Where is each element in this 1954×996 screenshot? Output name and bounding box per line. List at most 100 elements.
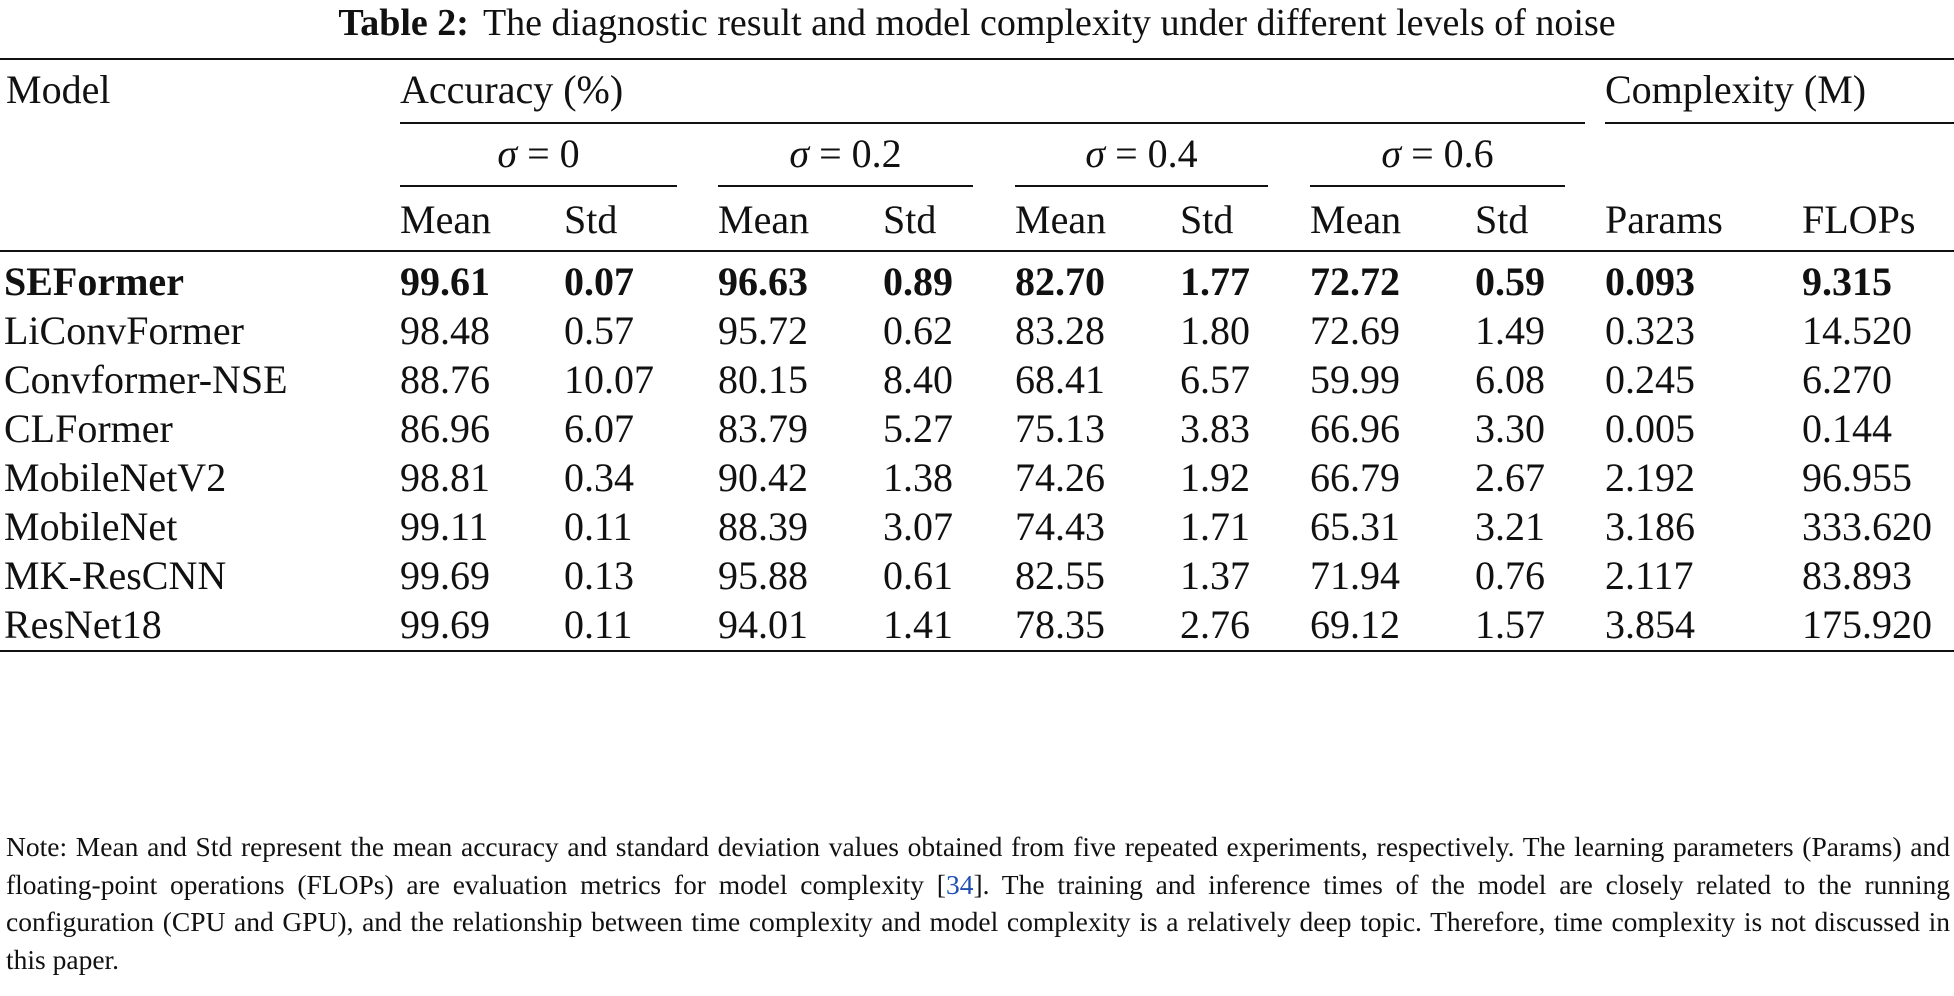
row-4-acc1-mean: 90.42 (718, 455, 808, 500)
header-mean-1: Mean (718, 197, 810, 242)
row-5-acc1-std: 3.07 (883, 504, 953, 549)
row-5-acc3-mean: 65.31 (1310, 504, 1400, 549)
header-std-2: Std (1180, 197, 1234, 242)
row-4-acc0-mean: 98.81 (400, 455, 490, 500)
row-2-acc0-mean: 88.76 (400, 357, 490, 402)
reference-link[interactable]: 34 (945, 868, 974, 900)
row-4-model: MobileNetV2 (4, 455, 227, 500)
sigma-symbol: σ (1085, 131, 1106, 176)
sigma-rule-2 (1015, 185, 1268, 187)
row-3-acc1-mean: 83.79 (718, 406, 808, 451)
row-7-flops: 175.920 (1802, 602, 1932, 647)
header-mean-3: Mean (1310, 197, 1402, 242)
row-0-acc0-std: 0.07 (564, 259, 634, 304)
row-1-acc1-mean: 95.72 (718, 308, 808, 353)
row-6-flops: 83.893 (1802, 553, 1912, 598)
header-std-3: Std (1475, 197, 1529, 242)
row-7-acc1-mean: 94.01 (718, 602, 808, 647)
row-1-acc2-mean: 83.28 (1015, 308, 1105, 353)
row-0-acc3-mean: 72.72 (1310, 259, 1400, 304)
row-3-acc1-std: 5.27 (883, 406, 953, 451)
row-2-acc3-std: 6.08 (1475, 357, 1545, 402)
row-0-acc1-mean: 96.63 (718, 259, 808, 304)
row-3-acc2-std: 3.83 (1180, 406, 1250, 451)
row-0-acc0-mean: 99.61 (400, 259, 490, 304)
note-text-end: ]. The training and inference times of t… (6, 868, 1950, 975)
header-params: Params (1605, 197, 1723, 242)
accuracy-rule (400, 122, 1585, 124)
row-2-acc1-std: 8.40 (883, 357, 953, 402)
row-0-acc3-std: 0.59 (1475, 259, 1545, 304)
row-7-acc3-mean: 69.12 (1310, 602, 1400, 647)
sigma-value: = 0 (527, 131, 580, 176)
header-std-0: Std (564, 197, 618, 242)
header-model: Model (6, 67, 111, 112)
row-4-acc2-mean: 74.26 (1015, 455, 1105, 500)
header-mean-0: Mean (400, 197, 492, 242)
sigma-symbol: σ (497, 131, 518, 176)
row-2-params: 0.245 (1605, 357, 1695, 402)
row-2-acc3-mean: 59.99 (1310, 357, 1400, 402)
row-7-acc0-std: 0.11 (564, 602, 633, 647)
row-3-acc0-mean: 86.96 (400, 406, 490, 451)
row-5-acc0-mean: 99.11 (400, 504, 489, 549)
header-sigma-1: σ = 0.2 (718, 130, 973, 178)
row-5-acc1-mean: 88.39 (718, 504, 808, 549)
row-5-acc0-std: 0.11 (564, 504, 633, 549)
table-note: Note: Mean and Std represent the mean ac… (6, 828, 1950, 978)
row-0-acc2-mean: 82.70 (1015, 259, 1105, 304)
row-7-params: 3.854 (1605, 602, 1695, 647)
header-bottom-rule (0, 250, 1954, 252)
header-accuracy: Accuracy (%) (400, 67, 624, 112)
row-2-model: Convformer-NSE (4, 357, 288, 402)
row-7-acc1-std: 1.41 (883, 602, 953, 647)
row-0-flops: 9.315 (1802, 259, 1892, 304)
row-4-flops: 96.955 (1802, 455, 1912, 500)
row-5-acc2-mean: 74.43 (1015, 504, 1105, 549)
row-6-acc3-mean: 71.94 (1310, 553, 1400, 598)
row-3-acc3-mean: 66.96 (1310, 406, 1400, 451)
row-4-acc0-std: 0.34 (564, 455, 634, 500)
header-std-1: Std (883, 197, 937, 242)
row-2-acc2-mean: 68.41 (1015, 357, 1105, 402)
row-6-acc0-mean: 99.69 (400, 553, 490, 598)
row-1-flops: 14.520 (1802, 308, 1912, 353)
row-2-acc2-std: 6.57 (1180, 357, 1250, 402)
row-6-acc2-mean: 82.55 (1015, 553, 1105, 598)
table-title: The diagnostic result and model complexi… (482, 2, 1616, 44)
header-mean-2: Mean (1015, 197, 1107, 242)
row-4-acc2-std: 1.92 (1180, 455, 1250, 500)
note-text-start: Note: Mean and Std represent the mean ac… (6, 831, 1950, 900)
row-6-acc2-std: 1.37 (1180, 553, 1250, 598)
row-7-acc2-mean: 78.35 (1015, 602, 1105, 647)
row-2-acc1-mean: 80.15 (718, 357, 808, 402)
row-5-acc3-std: 3.21 (1475, 504, 1545, 549)
row-6-acc3-std: 0.76 (1475, 553, 1545, 598)
row-7-acc0-mean: 99.69 (400, 602, 490, 647)
row-1-acc0-mean: 98.48 (400, 308, 490, 353)
row-3-acc3-std: 3.30 (1475, 406, 1545, 451)
row-7-acc2-std: 2.76 (1180, 602, 1250, 647)
row-4-acc3-mean: 66.79 (1310, 455, 1400, 500)
header-sigma-2: σ = 0.4 (1015, 130, 1268, 178)
sigma-symbol: σ (789, 131, 810, 176)
row-0-acc2-std: 1.77 (1180, 259, 1250, 304)
header-sigma-0: σ = 0 (400, 130, 677, 178)
sigma-symbol: σ (1381, 131, 1402, 176)
row-0-model: SEFormer (4, 259, 184, 304)
header-flops: FLOPs (1802, 197, 1916, 242)
row-3-acc2-mean: 75.13 (1015, 406, 1105, 451)
bottom-rule (0, 650, 1954, 652)
sigma-rule-1 (718, 185, 973, 187)
complexity-rule (1605, 122, 1954, 124)
row-5-model: MobileNet (4, 504, 178, 549)
row-3-flops: 0.144 (1802, 406, 1892, 451)
row-6-params: 2.117 (1605, 553, 1694, 598)
table-label: Table 2: (338, 2, 469, 44)
top-rule (0, 58, 1954, 60)
row-5-params: 3.186 (1605, 504, 1695, 549)
row-4-params: 2.192 (1605, 455, 1695, 500)
row-1-acc1-std: 0.62 (883, 308, 953, 353)
header-sigma-3: σ = 0.6 (1310, 130, 1565, 178)
row-5-acc2-std: 1.71 (1180, 504, 1250, 549)
